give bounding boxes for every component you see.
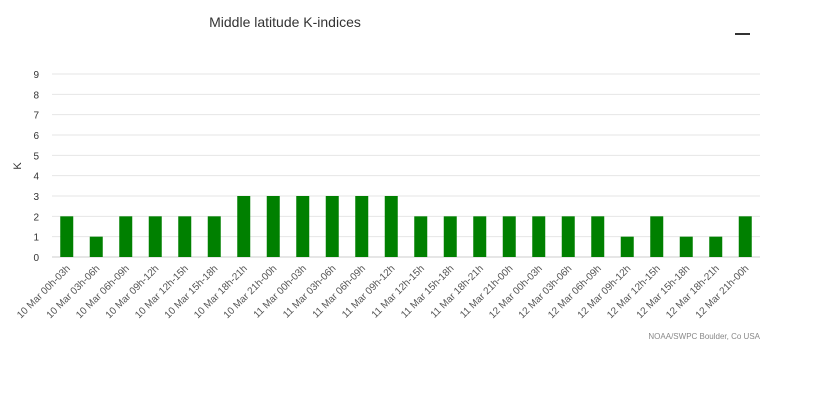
y-tick-label: 5 [33,151,39,162]
y-tick-label: 6 [33,131,39,142]
bar[interactable] [561,216,575,257]
x-tick-label: 12 Mar 21h-00h [694,263,752,321]
bar[interactable] [620,236,634,257]
x-tick-label: 10 Mar 09h-12h [104,263,162,321]
chart-title: Middle latitude K-indices [209,14,361,30]
bar[interactable] [738,216,752,257]
bar[interactable] [443,216,457,257]
y-tick-label: 3 [33,192,39,203]
x-tick-label: 12 Mar 09h-12h [576,263,634,321]
bars [60,196,752,257]
bar[interactable] [679,236,693,257]
x-tick-label: 10 Mar 03h-06h [45,263,103,321]
bar[interactable] [709,236,723,257]
bar[interactable] [384,196,398,257]
x-tick-label: 10 Mar 00h-03h [15,263,73,321]
x-tick-label: 11 Mar 15h-18h [399,263,456,320]
bar[interactable] [237,196,251,257]
x-tick-label: 10 Mar 12h-15h [133,263,191,321]
y-tick-label: 8 [33,90,39,101]
y-tick-label: 2 [33,212,39,223]
x-tick-label: 10 Mar 15h-18h [163,263,221,321]
bar[interactable] [60,216,74,257]
y-tick-label: 7 [33,111,39,122]
x-tick-label: 11 Mar 03h-06h [281,263,338,320]
bar[interactable] [591,216,605,257]
x-tick-label: 10 Mar 18h-21h [192,263,250,321]
chart-menu-icon[interactable] [735,33,750,35]
bar[interactable] [650,216,664,257]
y-tick-label: 0 [33,253,39,264]
bar[interactable] [89,236,103,257]
bar[interactable] [473,216,487,257]
x-tick-label: 11 Mar 12h-15h [370,263,427,320]
gridlines [52,73,760,258]
bar[interactable] [414,216,428,257]
bar[interactable] [502,216,516,257]
x-tick-label: 10 Mar 06h-09h [74,263,132,321]
bar[interactable] [355,196,369,257]
bar[interactable] [207,216,221,257]
x-tick-label: 11 Mar 06h-09h [311,263,368,320]
bar[interactable] [266,196,280,257]
bar[interactable] [148,216,162,257]
y-tick-label: 4 [33,172,39,183]
x-tick-label: 12 Mar 00h-03h [487,263,545,321]
bar[interactable] [178,216,192,257]
bar[interactable] [296,196,310,257]
x-tick-label: 12 Mar 18h-21h [664,263,722,321]
x-tick-label: 11 Mar 09h-12h [340,263,397,320]
y-tick-label: 9 [33,70,39,81]
x-tick-label: 11 Mar 00h-03h [252,263,309,320]
x-tick-label: 11 Mar 18h-21h [429,263,486,320]
bar[interactable] [325,196,339,257]
x-tick-label: 12 Mar 06h-09h [546,263,604,321]
credit-label: NOAA/SWPC Boulder, Co USA [648,332,760,341]
y-axis-ticks: 0 1 2 3 4 5 6 7 8 9 [33,70,39,264]
y-axis-title: K [12,162,24,170]
x-tick-label: 10 Mar 21h-00h [222,263,280,321]
bar[interactable] [119,216,133,257]
x-tick-label: 12 Mar 15h-18h [635,263,693,321]
bar[interactable] [532,216,546,257]
x-tick-label: 11 Mar 21h-00h [458,263,515,320]
x-tick-label: 12 Mar 12h-15h [605,263,663,321]
x-tick-label: 12 Mar 03h-06h [517,263,575,321]
y-tick-label: 1 [33,233,39,244]
